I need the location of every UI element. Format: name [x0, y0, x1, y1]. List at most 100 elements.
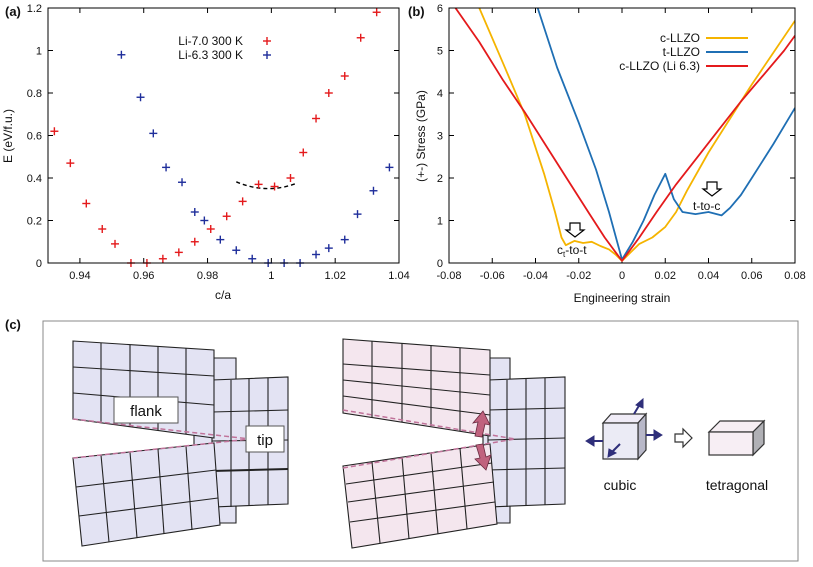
series-1-point: [248, 254, 257, 263]
panel-a-fit-curve: [236, 181, 298, 190]
flank-label-box: flank: [113, 396, 179, 424]
cubic-strain-arrows: [585, 397, 663, 458]
panel-a-legend: Li-7.0 300 K Li-6.3 300 K: [178, 34, 271, 62]
right-tip-block: [487, 376, 566, 508]
left-lower-flank: [72, 442, 221, 547]
tetragonal-box: [707, 419, 766, 457]
panel-a-plot-frame: [47, 7, 400, 264]
series-0-point: [66, 159, 75, 168]
tip-label: tip: [257, 432, 273, 449]
series-1-point: [178, 178, 187, 187]
legend-entry-c-llzo-li63: c-LLZO (Li 6.3): [619, 59, 700, 73]
series-0-point: [111, 239, 120, 248]
panel-b-xtick-label: -0.08: [436, 270, 461, 282]
panel-c-label: (c): [5, 317, 21, 332]
tetragonal-label: tetragonal: [706, 477, 768, 493]
panel-b-xlabel: Engineering strain: [574, 291, 671, 305]
series-line-1: [536, 8, 795, 261]
panel-b-ytick-label: 1: [437, 216, 443, 228]
annotation-c-to-t-text: ct-to-t: [557, 243, 587, 259]
series-0-point: [324, 89, 333, 97]
series-0-point: [286, 174, 295, 182]
flank-label: flank: [130, 403, 162, 420]
left-crack-lower: [72, 438, 251, 459]
panel-b-xtick-label: -0.04: [523, 270, 548, 282]
series-1-point: [324, 244, 333, 253]
series-0-point: [82, 199, 91, 208]
series-line-2: [454, 8, 795, 262]
legend-entry-li70: Li-7.0 300 K: [178, 34, 243, 48]
panel-a-xtick-label: 0.96: [133, 270, 154, 282]
cubic-label: cubic: [604, 477, 637, 493]
series-0-point: [50, 127, 59, 136]
panel-b-xtick-label: 0.08: [784, 270, 805, 282]
panel-a-ytick-label: 1.2: [27, 3, 42, 15]
panel-b-ytick-label: 0: [437, 258, 443, 270]
panel-a-xtick-label: 1.02: [324, 270, 345, 282]
panel-a-ytick-label: 0.6: [27, 131, 42, 143]
series-0-point: [254, 180, 263, 189]
series-0-point: [190, 237, 199, 246]
right-crack-illustration: [342, 338, 566, 549]
panel-b-ytick-label: 3: [437, 131, 443, 143]
series-1-point: [353, 210, 362, 219]
series-0-point: [238, 197, 247, 206]
series-0-point: [340, 72, 349, 80]
panel-a-xtick-label: 0.98: [197, 270, 218, 282]
panel-a-ytick-label: 0.4: [27, 173, 42, 185]
panel-a-ylabel: E (eV/f.u.): [1, 109, 15, 163]
series-1-point: [149, 129, 158, 138]
panel-a-xtick-label: 1.04: [388, 270, 409, 282]
series-0-point: [312, 114, 321, 123]
series-1-point: [162, 163, 171, 172]
panel-b-ytick-label: 4: [437, 88, 443, 100]
series-1-point: [216, 235, 225, 244]
series-1-point: [117, 50, 126, 59]
right-upper-flank: [342, 338, 491, 437]
series-1-point: [312, 250, 321, 259]
panel-b-legend: c-LLZO t-LLZO c-LLZO (Li 6.3): [619, 31, 748, 73]
annotation-c-to-t-arrow: [564, 222, 586, 238]
right-compression-arrow-lower: [474, 443, 492, 471]
panel-a-ytick-label: 0.8: [27, 88, 42, 100]
panel-b-xtick-label: 0: [619, 270, 625, 282]
panel-a-ytick-label: 1: [36, 46, 42, 58]
left-crack-upper: [72, 418, 251, 440]
panel-b-label: (b): [408, 4, 425, 19]
series-0-point: [174, 248, 183, 257]
panel-b-ticks: -0.08 -0.06 -0.04 -0.02 0 0.02 0.04 0.06 0.08 0 1 2…: [436, 3, 805, 282]
series-1-point: [190, 208, 199, 216]
series-0-point: [98, 225, 107, 233]
annotation-t-to-c-arrow: [701, 181, 723, 197]
panel-b-ytick-label: 2: [437, 173, 443, 185]
series-1-point: [369, 186, 378, 195]
fit-curve: [236, 181, 298, 190]
panel-b: (b) -0.08 -0.06 -0.04 -0.02 0 0.02 0.04 0.06 0.0…: [408, 3, 806, 305]
right-crack-lower: [342, 438, 516, 469]
panel-a-points: [50, 8, 394, 267]
series-1-point: [232, 246, 241, 255]
panel-b-lines: [454, 8, 795, 262]
panel-b-xtick-label: -0.02: [566, 270, 591, 282]
panel-b-ytick-label: 5: [437, 46, 443, 58]
panel-a-xtick-label: 0.94: [69, 270, 90, 282]
series-0-point: [206, 225, 215, 233]
panel-b-ylabel: (+-) Stress (GPa): [414, 90, 428, 182]
series-1-point: [340, 235, 349, 244]
panel-b-xtick-label: -0.06: [480, 270, 505, 282]
panel-b-xtick-label: 0.04: [698, 270, 719, 282]
series-0-point: [299, 148, 308, 157]
panel-a-ticks: 0.94 0.96 0.98 1 1.02 1.04 0 0.2 0.4 0.6 0.8 1 1.2: [27, 3, 410, 282]
series-0-point: [270, 182, 279, 191]
panel-b-xtick-label: 0.02: [655, 270, 676, 282]
panel-a-ytick-label: 0.2: [27, 216, 42, 228]
series-0-point: [222, 212, 231, 221]
panel-b-plot-frame: [448, 7, 796, 264]
series-line-0: [478, 8, 795, 262]
right-lower-flank: [342, 443, 498, 549]
annotation-c-to-t: ct-to-t: [557, 222, 587, 259]
series-1-point: [200, 216, 209, 225]
tip-label-box: tip: [245, 425, 285, 453]
transform-arrow: [674, 427, 693, 449]
